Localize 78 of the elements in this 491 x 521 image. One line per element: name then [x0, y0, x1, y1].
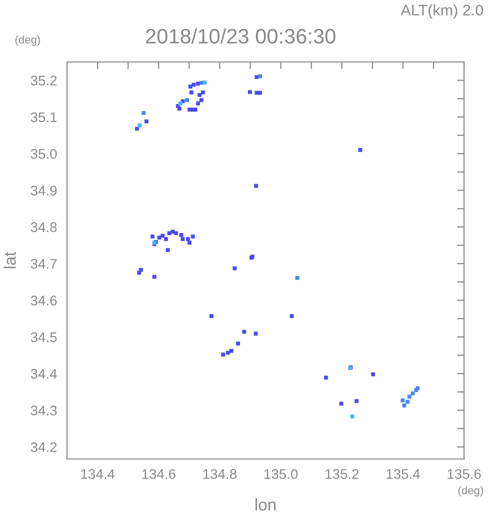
- y-tick-label: 34.8: [30, 222, 57, 232]
- text: (deg): [458, 486, 483, 496]
- point: [242, 330, 246, 334]
- y-tick-label: 35.1: [30, 112, 57, 122]
- y-tick-label: 34.7: [30, 258, 57, 269]
- point: [400, 398, 405, 402]
- point: [196, 101, 200, 106]
- point: [138, 268, 143, 272]
- y-axis-title: lat: [4, 252, 16, 268]
- point: [152, 274, 156, 279]
- x-tick-label: 134.4: [81, 469, 115, 479]
- x-axis-title: lon: [256, 498, 276, 511]
- y-tick-label: 34.9: [30, 186, 57, 196]
- point: [254, 90, 259, 95]
- y-tick-label: 34.2: [30, 442, 57, 452]
- chart-title: 2018/10/23 00:36:30: [146, 28, 336, 44]
- point: [358, 148, 362, 152]
- point: [198, 93, 202, 97]
- x-tick-label: 135.2: [326, 469, 359, 479]
- y-tick-label: 35.2: [30, 76, 57, 86]
- point: [142, 110, 146, 115]
- x-tick-label: 135.0: [264, 469, 298, 479]
- point: [290, 314, 294, 318]
- point: [371, 372, 375, 376]
- y-tick-label: 34.4: [30, 368, 57, 379]
- point: [200, 90, 205, 94]
- point: [202, 80, 207, 84]
- point: [254, 184, 258, 188]
- point: [324, 376, 328, 380]
- point: [339, 402, 344, 406]
- y-tick-label: 34.6: [30, 296, 57, 306]
- point: [258, 90, 262, 95]
- point: [258, 74, 262, 78]
- text: (deg): [15, 35, 40, 46]
- point: [180, 237, 185, 242]
- point: [177, 106, 182, 111]
- point: [189, 90, 194, 94]
- point: [254, 75, 259, 79]
- point: [402, 404, 406, 408]
- point: [174, 231, 178, 236]
- point: [190, 234, 195, 238]
- point: [188, 84, 192, 89]
- point: [254, 332, 258, 336]
- point: [164, 237, 168, 242]
- point: [150, 234, 154, 238]
- y-tick-label: 34.5: [30, 332, 57, 342]
- point: [407, 394, 412, 399]
- y-tick-label: 34.3: [30, 406, 57, 416]
- point: [232, 266, 237, 270]
- point: [138, 123, 142, 128]
- point: [188, 240, 192, 245]
- point: [210, 314, 214, 318]
- point: [248, 90, 252, 94]
- chart-subtitle: ALT(km) 2.0: [400, 4, 484, 19]
- point: [354, 399, 359, 404]
- point: [166, 248, 170, 252]
- point: [199, 80, 204, 85]
- point: [226, 350, 230, 355]
- x-tick-label: 134.8: [203, 469, 236, 479]
- point: [295, 276, 300, 280]
- point: [178, 101, 182, 106]
- point: [144, 119, 148, 124]
- point: [199, 98, 204, 102]
- point: [185, 98, 190, 102]
- point: [236, 342, 240, 346]
- point: [196, 82, 200, 86]
- point: [221, 352, 226, 356]
- point: [179, 233, 184, 237]
- x-tick-label: 135.6: [448, 469, 481, 479]
- point: [350, 414, 354, 418]
- point: [188, 108, 192, 112]
- y-tick-label: 35.0: [30, 148, 57, 159]
- x-tick-label: 135.4: [386, 469, 420, 479]
- point: [406, 400, 410, 404]
- point: [186, 237, 190, 242]
- point: [193, 108, 198, 112]
- x-tick-label: 134.6: [142, 469, 176, 479]
- point: [229, 348, 234, 353]
